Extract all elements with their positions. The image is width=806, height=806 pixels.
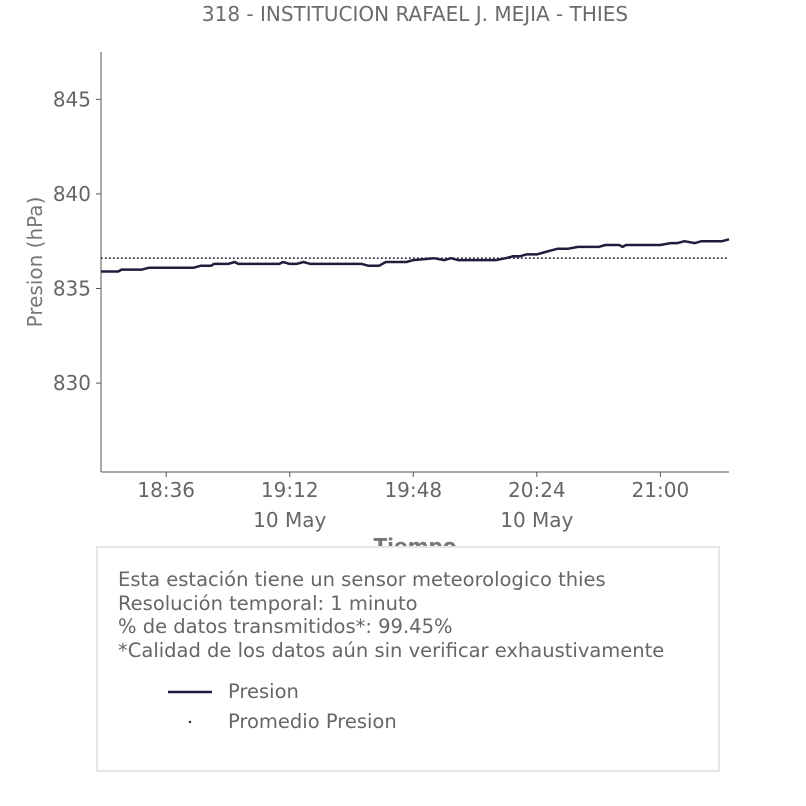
x-tick-label: 20:24 [508,478,566,502]
legend-line-symbol [168,690,212,694]
legend-box: Esta estación tiene un sensor meteorolog… [96,546,720,772]
series-presion [101,238,730,273]
y-axis-label: Presion (hPa) [23,197,47,328]
x-tick-label: 21:00 [632,478,690,502]
x-tick-date-label: 10 May [253,508,326,532]
legend-label-presion: Presion [228,680,299,703]
info-line-sensor: Esta estación tiene un sensor meteorolog… [118,568,606,591]
legend-label-promedio: Promedio Presion [228,710,397,733]
legend-dot-symbol [188,720,192,724]
chart-title: 318 - INSTITUCION RAFAEL J. MEJIA - THIE… [201,2,629,26]
series-layer [101,238,730,273]
y-tick-label: 835 [53,276,91,300]
station-info: Esta estación tiene un sensor meteorolog… [118,568,664,662]
x-ticks: 18:36 19:12 10 May 19:48 20:24 10 May 21:00 [137,472,689,532]
axes [100,52,729,473]
info-line-resolution: Resolución temporal: 1 minuto [118,591,418,615]
x-tick-label: 19:12 [261,478,319,502]
y-tick-label: 830 [53,371,91,395]
y-tick-label: 840 [53,182,91,206]
info-line-transmitted: % de datos transmitidos*: 99.45% [118,615,453,638]
x-tick-label: 18:36 [137,478,195,502]
info-line-quality: *Calidad de los datos aún sin verificar … [118,638,665,662]
y-ticks: 830 835 840 845 [53,87,101,395]
x-tick-label: 19:48 [384,478,442,502]
y-tick-label: 845 [53,87,91,111]
x-tick-date-label: 10 May [500,508,573,532]
